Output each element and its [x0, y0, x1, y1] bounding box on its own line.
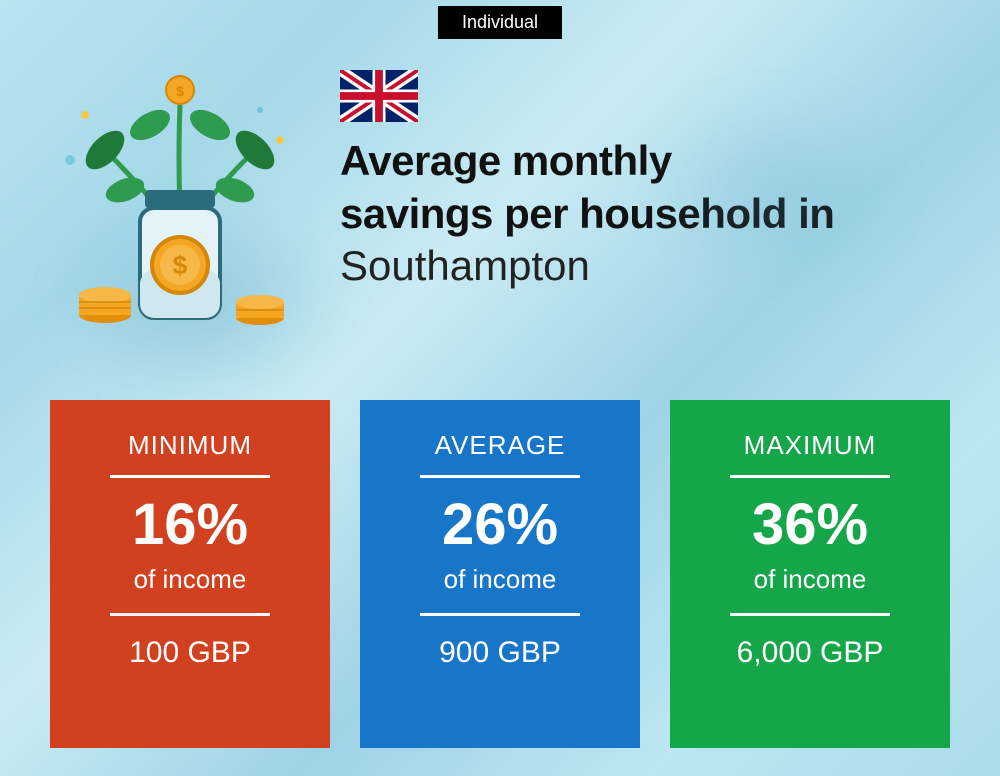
svg-text:$: $ [176, 83, 184, 99]
card-sub: of income [754, 564, 867, 595]
uk-flag-icon [340, 70, 418, 122]
card-percent: 26% [442, 496, 558, 554]
card-amount: 100 GBP [129, 636, 251, 670]
card-sub: of income [444, 564, 557, 595]
card-sub: of income [134, 564, 247, 595]
card-percent: 36% [752, 496, 868, 554]
card-amount: 900 GBP [439, 636, 561, 670]
divider [730, 613, 890, 616]
card-label: AVERAGE [435, 430, 566, 461]
divider [110, 475, 270, 478]
title-block: Average monthly savings per household in… [340, 135, 960, 293]
card-maximum: MAXIMUM 36% of income 6,000 GBP [670, 400, 950, 748]
divider [110, 613, 270, 616]
card-amount: 6,000 GBP [737, 636, 884, 670]
card-label: MAXIMUM [744, 430, 877, 461]
title-city: Southampton [340, 240, 960, 293]
title-line1: Average monthly [340, 135, 960, 188]
category-badge: Individual [438, 6, 562, 39]
stat-cards-row: MINIMUM 16% of income 100 GBP AVERAGE 26… [50, 400, 950, 748]
svg-text:$: $ [173, 250, 188, 280]
card-percent: 16% [132, 496, 248, 554]
divider [730, 475, 890, 478]
divider [420, 613, 580, 616]
card-label: MINIMUM [128, 430, 252, 461]
savings-jar-illustration: $ $ [50, 70, 310, 330]
title-line2: savings per household in [340, 188, 960, 241]
card-average: AVERAGE 26% of income 900 GBP [360, 400, 640, 748]
card-minimum: MINIMUM 16% of income 100 GBP [50, 400, 330, 748]
divider [420, 475, 580, 478]
